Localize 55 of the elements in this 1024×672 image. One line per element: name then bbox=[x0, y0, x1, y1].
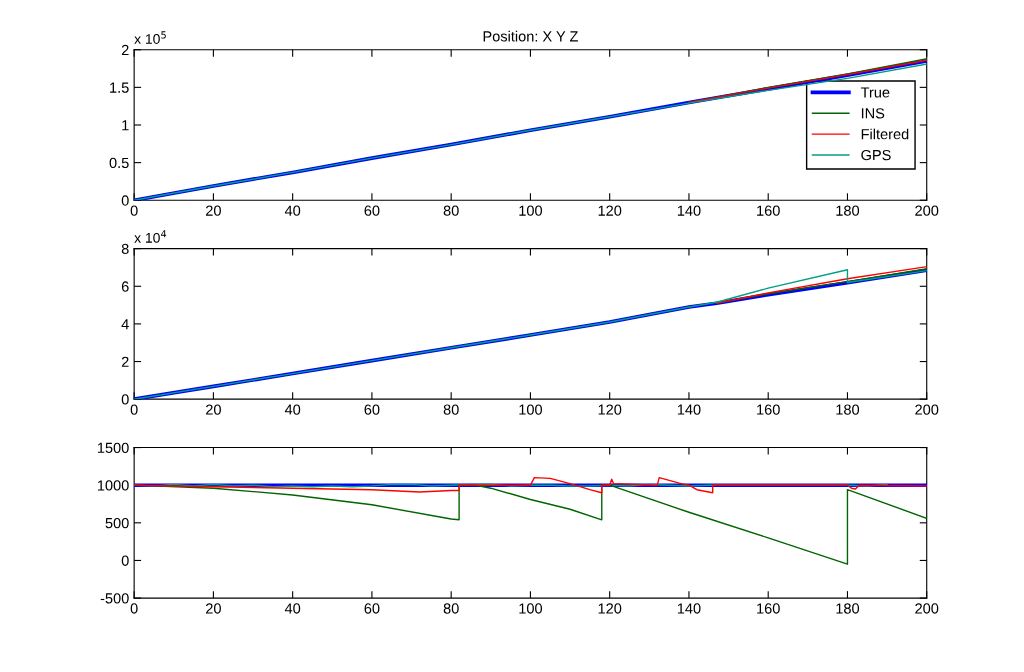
y-tick-label: 1.5 bbox=[110, 82, 129, 93]
y-tick-label: 6 bbox=[121, 281, 129, 292]
x-tick-label: 100 bbox=[519, 603, 543, 614]
text: x 10$^{5}$ bbox=[134, 31, 166, 44]
x-tick-label: 20 bbox=[206, 205, 221, 216]
x-tick-label: 0 bbox=[130, 404, 138, 415]
x-tick-label: 120 bbox=[598, 205, 622, 216]
x-tick-label: 40 bbox=[284, 205, 301, 216]
x-tick-label: 180 bbox=[836, 205, 860, 216]
y-tick-label: 1000 bbox=[97, 480, 129, 491]
y-tick-label: 8 bbox=[121, 243, 129, 255]
y-tick-label: -500 bbox=[100, 593, 129, 604]
x-tick-label: 100 bbox=[519, 205, 543, 216]
y-tick-label: 500 bbox=[105, 517, 129, 529]
x-tick-label: 120 bbox=[598, 603, 622, 614]
x-tick-label: 140 bbox=[677, 404, 701, 415]
x-tick-label: 0 bbox=[130, 603, 138, 614]
x-tick-label: 80 bbox=[443, 404, 459, 415]
x-tick-label: 200 bbox=[915, 404, 939, 415]
y-tick-label: 2 bbox=[121, 356, 129, 367]
y-tick-label: 0 bbox=[121, 555, 129, 566]
x-tick-label: 200 bbox=[915, 603, 939, 614]
text: x 10$^{4}$ bbox=[134, 230, 167, 243]
y-tick-label: 0 bbox=[121, 195, 129, 206]
x-tick-label: 20 bbox=[206, 603, 221, 614]
x-tick-label: 40 bbox=[284, 404, 301, 415]
y-tick-label: 4 bbox=[121, 319, 129, 330]
x-tick-label: 200 bbox=[915, 205, 939, 216]
x-tick-label: 60 bbox=[364, 603, 380, 614]
legend-label: GPS bbox=[861, 149, 891, 161]
x-tick-label: 0 bbox=[130, 205, 138, 216]
x-tick-label: 80 bbox=[443, 205, 459, 216]
x-tick-label: 180 bbox=[836, 603, 860, 614]
y-tick-label: 0 bbox=[121, 394, 129, 405]
x-tick-label: 40 bbox=[284, 603, 301, 614]
x-tick-label: 100 bbox=[519, 404, 543, 415]
x-tick-label: 180 bbox=[836, 404, 860, 415]
x-tick-label: 60 bbox=[364, 205, 380, 216]
y-tick-label: 0.5 bbox=[109, 157, 129, 169]
x-tick-label: 140 bbox=[677, 205, 701, 216]
legend-label: INS bbox=[861, 108, 885, 119]
x-tick-label: 60 bbox=[364, 404, 380, 415]
x-tick-label: 20 bbox=[206, 404, 221, 415]
x-tick-label: 140 bbox=[677, 603, 701, 614]
chart-title: Position: X Y Z bbox=[483, 30, 578, 42]
x-tick-label: 160 bbox=[757, 205, 780, 216]
y-tick-label: 1 bbox=[122, 120, 129, 131]
legend-label: True bbox=[860, 87, 890, 98]
x-tick-label: 160 bbox=[757, 603, 780, 614]
y-tick-label: 2 bbox=[121, 44, 129, 56]
legend-label: Filtered bbox=[861, 128, 909, 140]
x-tick-label: 80 bbox=[443, 603, 459, 614]
x-tick-label: 160 bbox=[757, 404, 780, 415]
x-tick-label: 120 bbox=[598, 404, 622, 415]
y-tick-label: 1500 bbox=[97, 442, 129, 453]
